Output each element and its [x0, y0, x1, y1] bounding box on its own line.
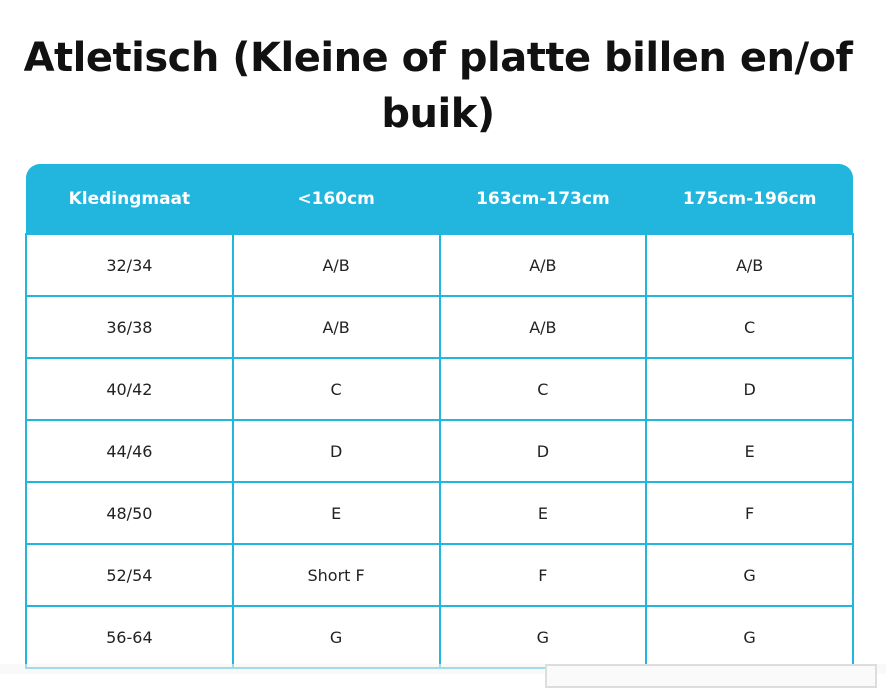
table-cell: C: [231, 357, 441, 421]
table-cell: G: [438, 605, 648, 669]
header-cell: 175cm-196cm: [646, 164, 853, 234]
size-chart-table: Kledingmaat <160cm 163cm-173cm 175cm-196…: [25, 164, 854, 669]
table-header-row: Kledingmaat <160cm 163cm-173cm 175cm-196…: [26, 164, 853, 234]
table-cell: A/B: [438, 233, 648, 297]
table-cell: D: [645, 357, 854, 421]
header-cell: 163cm-173cm: [439, 164, 647, 234]
table-cell: C: [645, 295, 854, 359]
table-cell: C: [438, 357, 648, 421]
table-cell: 40/42: [25, 357, 234, 421]
table-row: 36/38 A/B A/B C: [25, 295, 854, 359]
table-cell: D: [438, 419, 648, 483]
floating-panel: [545, 664, 877, 688]
table-cell: A/B: [645, 233, 854, 297]
table-cell: A/B: [438, 295, 648, 359]
table-cell: 52/54: [25, 543, 234, 607]
table-cell: G: [231, 605, 441, 669]
table-cell: D: [231, 419, 441, 483]
table-cell: E: [231, 481, 441, 545]
bottom-fade: [0, 664, 886, 674]
table-row: 44/46 D D E: [25, 419, 854, 483]
table-cell: 56-64: [25, 605, 234, 669]
table-row: 32/34 A/B A/B A/B: [25, 233, 854, 297]
table-cell: E: [645, 419, 854, 483]
table-cell: G: [645, 605, 854, 669]
table-row: 48/50 E E F: [25, 481, 854, 545]
table-cell: E: [438, 481, 648, 545]
table-cell: A/B: [231, 295, 441, 359]
table-cell: 36/38: [25, 295, 234, 359]
table-cell: 44/46: [25, 419, 234, 483]
header-cell: <160cm: [232, 164, 440, 234]
table-cell: Short F: [231, 543, 441, 607]
table-row: 56-64 G G G: [25, 605, 854, 669]
table-cell: F: [645, 481, 854, 545]
header-cell: Kledingmaat: [26, 164, 233, 234]
table-cell: F: [438, 543, 648, 607]
table-cell: G: [645, 543, 854, 607]
table-cell: 48/50: [25, 481, 234, 545]
table-row: 40/42 C C D: [25, 357, 854, 421]
page-title: Atletisch (Kleine of platte billen en/of…: [23, 35, 853, 137]
table-cell: A/B: [231, 233, 441, 297]
table-cell: 32/34: [25, 233, 234, 297]
